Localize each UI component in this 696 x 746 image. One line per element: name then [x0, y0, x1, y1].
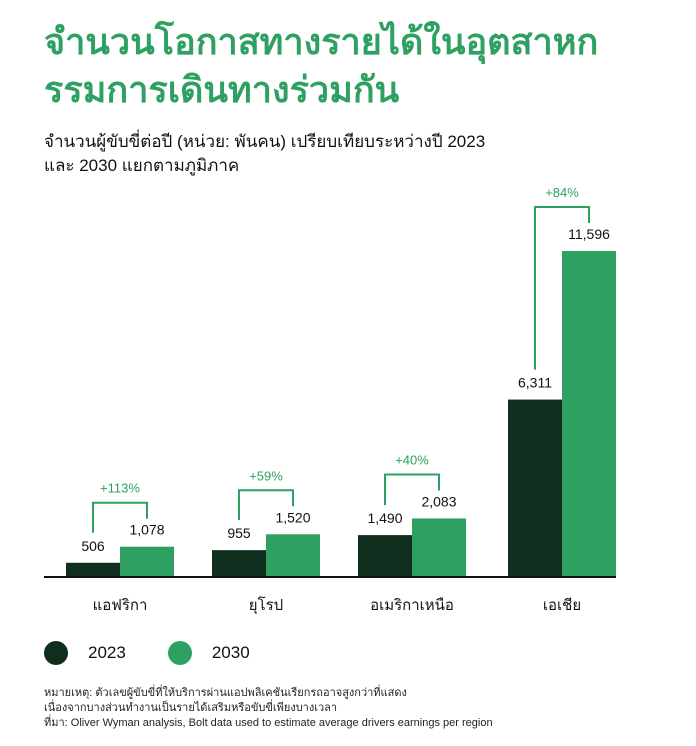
footnote: หมายเหตุ: ตัวเลขผู้ขับขี่ที่ให้บริการผ่า… — [44, 686, 684, 731]
bar-2030-3 — [412, 518, 466, 577]
chart-title: จำนวนโอกาสทางรายได้ในอุตสาหก รรมการเดินท… — [44, 18, 664, 114]
value-label-2023-2: 955 — [227, 525, 251, 541]
bar-2030-2 — [266, 534, 320, 577]
category-label-2: ยุโรป — [249, 596, 283, 615]
legend-item-2030: 2030 — [167, 641, 250, 665]
chart-title-line-1: จำนวนโอกาสทางรายได้ในอุตสาหก — [44, 21, 599, 62]
category-label-4: เอเชีย — [543, 597, 581, 614]
growth-label-1: +113% — [100, 481, 140, 496]
chart-subtitle: จำนวนผู้ขับขี่ต่อปี (หน่วย: พันคน) เปรีย… — [44, 130, 664, 178]
footnote-line-2: เนื่องจากบางส่วนทำงานเป็นรายได้เสริมหรือ… — [44, 702, 338, 714]
footnote-line-1: หมายเหตุ: ตัวเลขผู้ขับขี่ที่ให้บริการผ่า… — [44, 687, 407, 699]
bar-2023-4 — [508, 399, 562, 577]
category-label-1: แอฟริกา — [93, 597, 148, 614]
legend-swatch-2030 — [167, 641, 192, 665]
source-note: ที่มา: Oliver Wyman analysis, Bolt data … — [44, 717, 493, 729]
legend-item-2023: 2023 — [44, 641, 126, 665]
growth-label-4: +84% — [545, 185, 579, 200]
bar-2030-1 — [120, 546, 174, 577]
value-label-2030-4: 11,596 — [568, 226, 610, 242]
bar-2023-1 — [66, 562, 120, 577]
bar-2030-4 — [562, 251, 616, 577]
legend-label-2030: 2030 — [211, 643, 250, 662]
bar-2023-3 — [358, 535, 412, 577]
growth-bracket-2 — [238, 489, 294, 521]
value-label-2023-3: 1,490 — [367, 510, 402, 526]
growth-bracket-4 — [534, 206, 590, 370]
chart-subtitle-line-2: และ 2030 แยกตามภูมิภาค — [44, 156, 240, 175]
value-label-2030-3: 2,083 — [421, 493, 456, 509]
category-label-3: อเมริกาเหนือ — [370, 597, 454, 614]
growth-label-2: +59% — [249, 468, 283, 483]
growth-bracket-1 — [92, 501, 148, 533]
legend-swatch-2023 — [44, 641, 68, 665]
chart-subtitle-line-1: จำนวนผู้ขับขี่ต่อปี (หน่วย: พันคน) เปรีย… — [44, 132, 486, 151]
value-label-2030-1: 1,078 — [129, 522, 164, 538]
value-label-2030-2: 1,520 — [275, 509, 310, 525]
bar-chart: 506 1,078 +113% แอฟริกา 955 1,520 +59% ยุโรป 1,4… — [44, 185, 616, 615]
value-label-2023-4: 6,311 — [518, 375, 552, 391]
bar-2023-2 — [212, 550, 266, 577]
legend: 2023 2030 — [44, 640, 292, 666]
value-label-2023-1: 506 — [81, 538, 105, 554]
growth-label-3: +40% — [395, 452, 429, 467]
growth-bracket-3 — [384, 473, 440, 506]
chart-title-line-2: รรมการเดินทางร่วมกัน — [44, 69, 400, 110]
legend-label-2023: 2023 — [88, 643, 126, 662]
